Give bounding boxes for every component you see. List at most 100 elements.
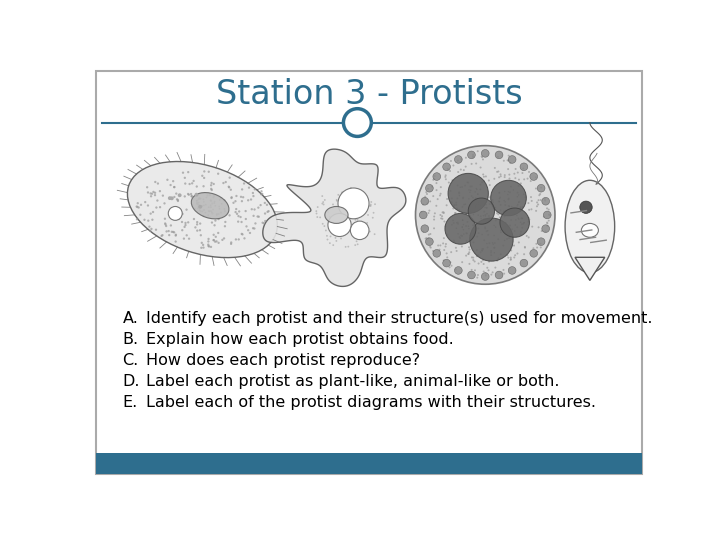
Circle shape	[187, 221, 189, 224]
Circle shape	[235, 211, 237, 213]
Circle shape	[453, 222, 455, 224]
Circle shape	[546, 207, 548, 210]
Circle shape	[451, 198, 453, 199]
Circle shape	[492, 201, 494, 203]
Circle shape	[480, 184, 482, 186]
Circle shape	[168, 196, 172, 200]
Circle shape	[324, 199, 325, 201]
Circle shape	[514, 177, 516, 179]
Circle shape	[537, 238, 545, 246]
Circle shape	[515, 168, 517, 170]
Circle shape	[146, 186, 148, 188]
Circle shape	[202, 215, 204, 217]
Circle shape	[507, 159, 508, 161]
Circle shape	[474, 205, 477, 207]
Circle shape	[446, 198, 448, 200]
Circle shape	[196, 230, 199, 232]
Circle shape	[193, 218, 195, 220]
Circle shape	[489, 184, 491, 186]
Circle shape	[500, 208, 529, 237]
Circle shape	[147, 191, 149, 194]
Circle shape	[482, 273, 489, 280]
Circle shape	[223, 199, 225, 201]
Circle shape	[505, 222, 507, 224]
Circle shape	[489, 203, 491, 205]
Circle shape	[315, 213, 318, 214]
Circle shape	[184, 177, 186, 179]
Circle shape	[485, 215, 486, 217]
Circle shape	[520, 206, 521, 208]
Circle shape	[446, 204, 448, 206]
Circle shape	[207, 214, 209, 216]
Circle shape	[209, 194, 211, 196]
Circle shape	[228, 186, 230, 188]
Circle shape	[212, 183, 215, 185]
Circle shape	[454, 267, 462, 274]
Circle shape	[207, 210, 210, 212]
Circle shape	[350, 187, 351, 189]
Circle shape	[136, 206, 138, 208]
Circle shape	[322, 223, 323, 225]
Circle shape	[323, 225, 325, 227]
Circle shape	[224, 225, 226, 227]
Circle shape	[536, 205, 538, 207]
Circle shape	[207, 171, 210, 173]
Circle shape	[254, 222, 256, 225]
Circle shape	[321, 202, 323, 205]
Circle shape	[445, 174, 446, 177]
Circle shape	[503, 210, 505, 212]
Circle shape	[199, 205, 201, 207]
Circle shape	[488, 261, 490, 262]
Circle shape	[517, 210, 519, 212]
Circle shape	[228, 214, 230, 217]
Circle shape	[456, 227, 457, 229]
Circle shape	[523, 222, 525, 224]
Circle shape	[444, 220, 446, 222]
Circle shape	[221, 239, 224, 241]
Circle shape	[230, 241, 233, 244]
Circle shape	[415, 146, 555, 284]
Circle shape	[211, 212, 214, 214]
Circle shape	[441, 215, 443, 217]
Circle shape	[537, 204, 539, 206]
Circle shape	[186, 234, 188, 237]
Circle shape	[172, 180, 174, 183]
Circle shape	[343, 215, 346, 217]
Circle shape	[369, 231, 371, 232]
Circle shape	[481, 156, 483, 158]
Circle shape	[426, 202, 428, 204]
Circle shape	[364, 198, 366, 200]
Circle shape	[499, 201, 500, 202]
Circle shape	[499, 217, 501, 218]
Circle shape	[469, 210, 472, 212]
Circle shape	[451, 201, 453, 203]
Circle shape	[471, 269, 472, 271]
Circle shape	[443, 212, 445, 214]
Circle shape	[247, 229, 249, 232]
Circle shape	[517, 172, 519, 173]
Circle shape	[463, 233, 464, 235]
Text: How does each protist reproduce?: How does each protist reproduce?	[145, 353, 420, 368]
Circle shape	[535, 187, 537, 190]
Circle shape	[482, 222, 485, 225]
Circle shape	[161, 234, 163, 237]
Circle shape	[202, 246, 204, 249]
Circle shape	[248, 186, 250, 189]
Circle shape	[482, 271, 485, 273]
Circle shape	[472, 156, 474, 158]
Circle shape	[431, 186, 433, 188]
Circle shape	[326, 235, 328, 237]
Circle shape	[488, 196, 490, 198]
Circle shape	[267, 210, 270, 212]
Circle shape	[471, 256, 473, 259]
Circle shape	[451, 224, 453, 226]
Circle shape	[217, 218, 220, 220]
Circle shape	[436, 182, 438, 184]
Circle shape	[523, 193, 525, 195]
Circle shape	[152, 211, 154, 213]
Circle shape	[203, 205, 204, 206]
Circle shape	[504, 174, 505, 176]
Circle shape	[510, 186, 512, 187]
Circle shape	[453, 205, 455, 207]
Circle shape	[203, 170, 205, 173]
